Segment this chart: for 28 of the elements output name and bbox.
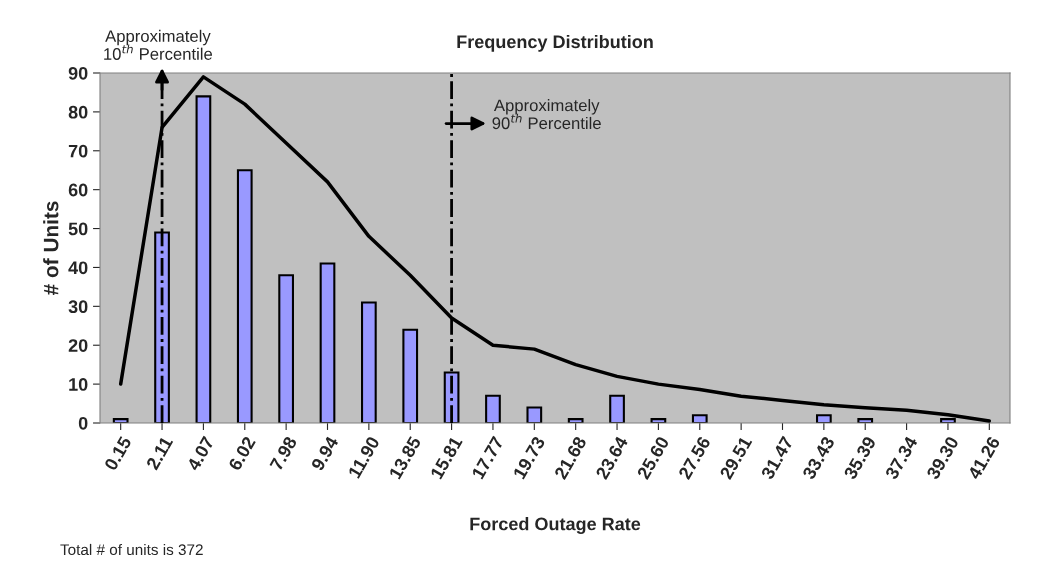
bar — [526, 406, 543, 423]
y-tick-label: 80 — [68, 105, 88, 119]
text: Total # of units is 372 — [60, 543, 203, 556]
bar — [691, 414, 708, 423]
bar — [816, 414, 832, 423]
y-tick-label: 90 — [68, 66, 88, 80]
y-tick-label: 30 — [68, 300, 88, 314]
y-tick-label: 10 — [69, 378, 88, 391]
bar — [485, 394, 501, 423]
y-tick-label: 60 — [68, 183, 88, 197]
bar — [236, 169, 253, 423]
line-series — [118, 75, 992, 423]
bar — [278, 274, 294, 423]
bar — [195, 95, 212, 423]
x-axis-title: Forced Outage Rate — [470, 517, 641, 534]
y-axis-title: # of Units — [43, 201, 59, 296]
bar — [402, 328, 419, 423]
chart-title: Frequency Distribution — [457, 34, 653, 52]
y-tick-label: 70 — [68, 144, 88, 158]
ref-line-label: Approximately 10$^{th}$ Percentile — [104, 29, 213, 60]
y-tick-label: 40 — [68, 261, 88, 275]
bar — [319, 262, 336, 423]
bar — [609, 394, 625, 423]
y-tick-label: 50 — [68, 222, 88, 236]
ref-line-label: Approximately 90$^{th}$ Percentile — [492, 99, 601, 130]
y-tick-label: 20 — [68, 339, 88, 352]
bar — [361, 301, 377, 423]
y-tick-label: 0 — [78, 416, 88, 430]
